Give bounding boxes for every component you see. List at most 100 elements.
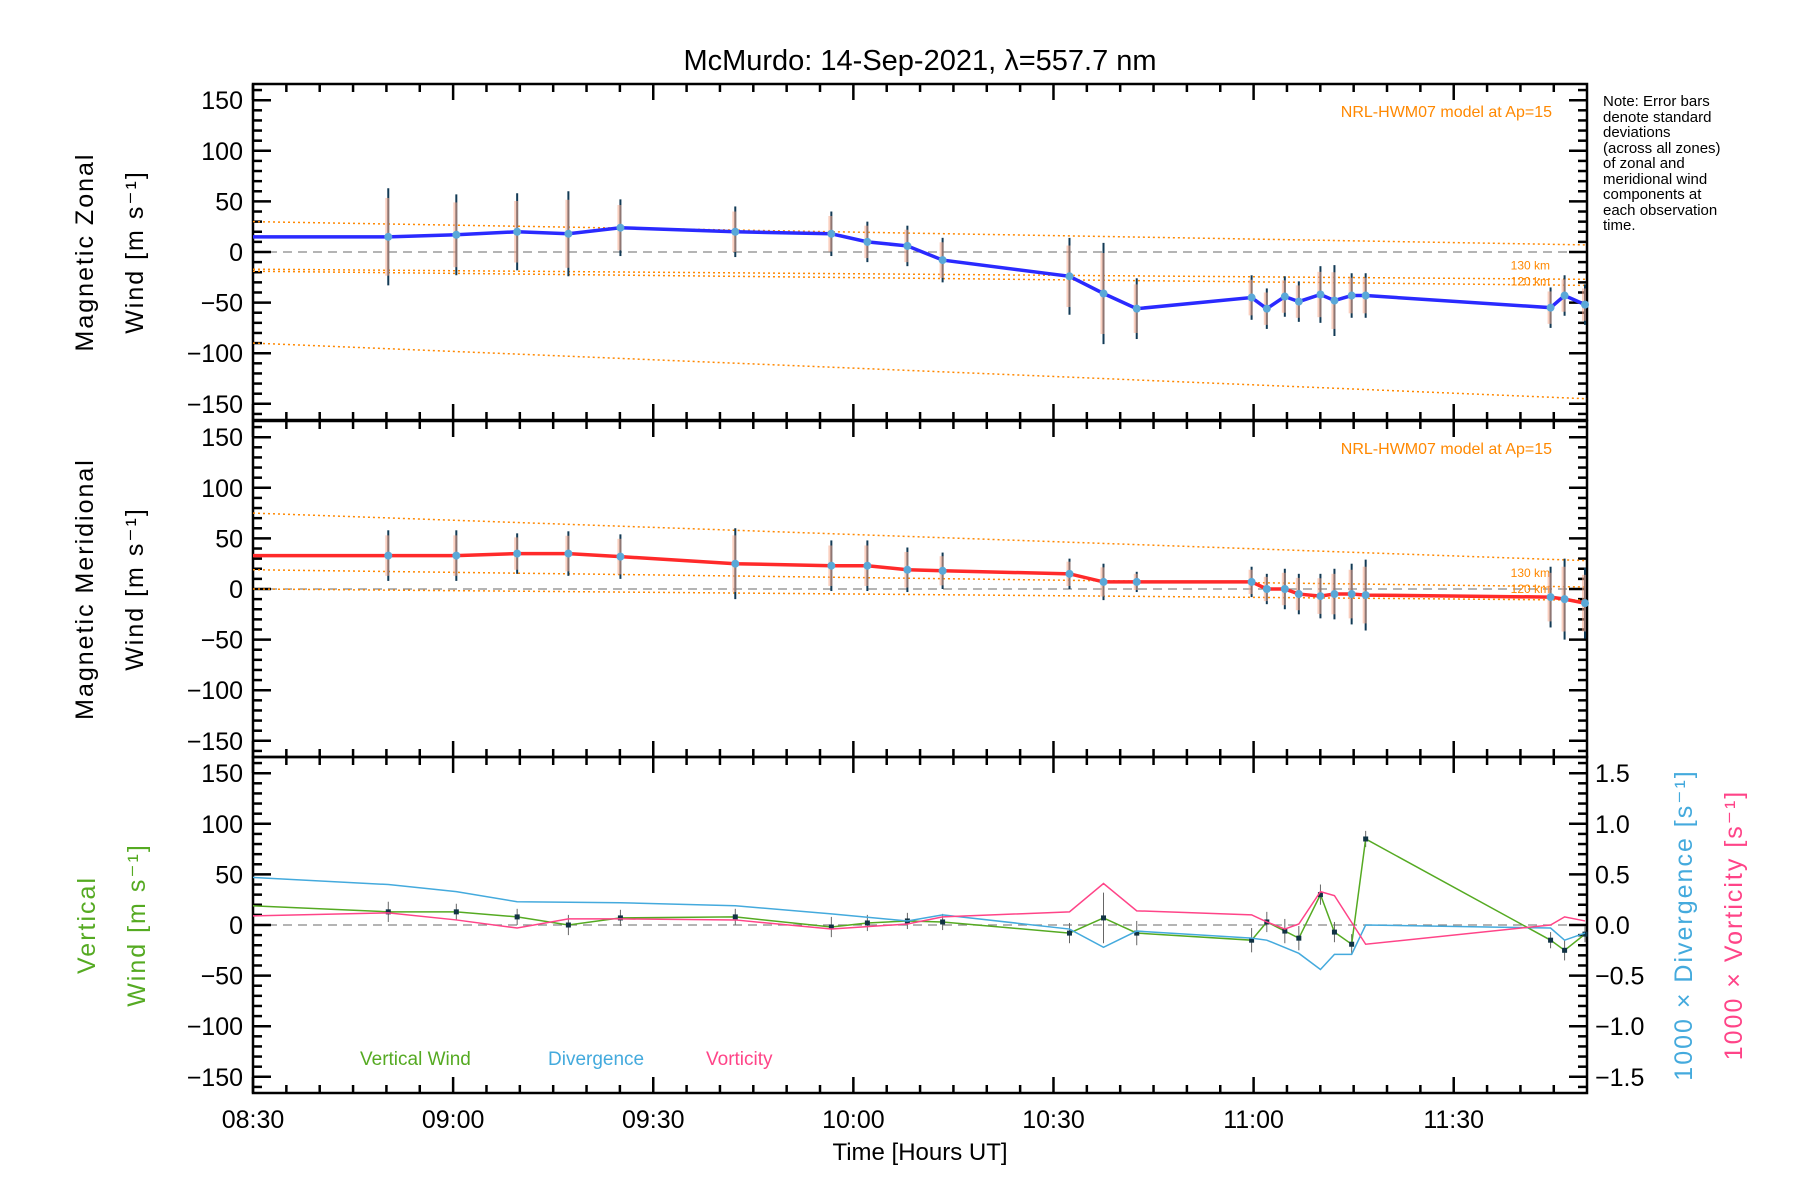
- y-tick-label: 50: [215, 861, 243, 889]
- y2-label-divergence: 1000 × Divergence [s⁻¹]: [1670, 769, 1698, 1080]
- x-axis-label: Time [Hours UT]: [832, 1139, 1007, 1166]
- legend-entry: Divergence: [548, 1049, 644, 1070]
- y-tick-label: 100: [201, 811, 243, 839]
- data-point: [1294, 297, 1303, 306]
- data-point: [1330, 296, 1339, 305]
- model-alt-label: 120 km: [1511, 582, 1550, 596]
- y2-tick-label: −1.5: [1595, 1064, 1644, 1092]
- y-tick-label: 0: [229, 576, 243, 604]
- data-point: [1560, 291, 1569, 300]
- y2-tick-label: −0.5: [1595, 963, 1644, 991]
- data-point: [1262, 585, 1271, 593]
- data-point: [1065, 272, 1074, 281]
- y-axis-label-line2: Wind [m s⁻¹]: [123, 843, 151, 1007]
- note-line: Note: Error bars: [1603, 93, 1710, 110]
- model-line: [252, 569, 1588, 588]
- data-point: [564, 549, 573, 558]
- data-point: [384, 232, 393, 241]
- data-point: [1296, 935, 1302, 941]
- data-point: [828, 924, 834, 930]
- model-line: [252, 220, 1588, 246]
- data-point: [1361, 291, 1370, 300]
- model-line: [252, 270, 1588, 287]
- legend-entry: Vorticity: [706, 1049, 773, 1070]
- data-point: [1330, 590, 1339, 599]
- x-tick-label: 09:00: [422, 1106, 485, 1134]
- data-point: [1349, 941, 1355, 947]
- y-tick-label: −50: [201, 290, 243, 318]
- data-point: [1262, 304, 1271, 313]
- y-axis-label-line2: Wind [m s⁻¹]: [121, 170, 149, 334]
- data-point: [1294, 590, 1303, 599]
- data-point: [1101, 915, 1107, 921]
- data-point: [1099, 577, 1108, 586]
- data-point: [513, 549, 522, 558]
- data-point: [1247, 577, 1256, 586]
- data-point: [617, 915, 623, 921]
- x-tick-label: 09:30: [622, 1106, 685, 1134]
- y-tick-label: 100: [201, 475, 243, 503]
- data-point: [1363, 836, 1369, 842]
- data-point: [1132, 304, 1141, 313]
- series-line-divergence: [252, 876, 1586, 971]
- data-point: [827, 561, 836, 570]
- y2-label-vorticity: 1000 × Vorticity [s⁻¹]: [1720, 790, 1748, 1061]
- data-point: [1347, 291, 1356, 300]
- y-tick-label: 100: [201, 138, 243, 166]
- data-point: [384, 551, 393, 560]
- data-point: [731, 227, 740, 236]
- data-point: [1546, 303, 1555, 312]
- y-tick-label: −100: [187, 340, 243, 368]
- y-axis-label-line1: Vertical: [73, 876, 101, 974]
- y-axis-label-line1: Magnetic Zonal: [71, 153, 99, 352]
- y-tick-label: 150: [201, 760, 243, 788]
- model-label: NRL-HWM07 model at Ap=15: [1341, 441, 1552, 458]
- data-point: [1582, 931, 1588, 937]
- y-tick-label: 150: [201, 424, 243, 452]
- data-point: [565, 922, 571, 928]
- data-point: [616, 223, 625, 232]
- data-point: [452, 551, 461, 560]
- chart-title: McMurdo: 14-Sep-2021, λ=557.7 nm: [683, 45, 1156, 77]
- panel-meridional: 150 100 50 0 −50 −100 −150 Magnetic Meridional W…: [71, 419, 1589, 759]
- data-point: [938, 256, 947, 265]
- data-point: [1249, 937, 1255, 943]
- data-point: [1282, 928, 1288, 934]
- series-line-vertical-wind: [252, 837, 1586, 952]
- data-point: [732, 914, 738, 920]
- data-point: [1361, 591, 1370, 600]
- y2-tick-label: 0.0: [1595, 912, 1630, 940]
- panel-vertical: 150 100 50 0 −50 −100 −150 Vertical Wind [m s⁻¹]…: [73, 755, 1748, 1134]
- y-tick-label: −150: [187, 728, 243, 756]
- y-tick-label: 0: [229, 912, 243, 940]
- note-line: of zonal and: [1603, 155, 1685, 172]
- y2-tick-label: 0.5: [1595, 861, 1630, 889]
- data-point: [864, 920, 870, 926]
- data-point: [1065, 569, 1074, 578]
- y-tick-label: 0: [229, 239, 243, 267]
- model-alt-label: 120 km: [1511, 274, 1550, 288]
- x-tick-label: 08:30: [222, 1106, 285, 1134]
- y-tick-label: −100: [187, 1013, 243, 1041]
- legend-entry: Vertical Wind: [360, 1049, 471, 1070]
- data-point: [564, 229, 573, 238]
- y-tick-label: −100: [187, 677, 243, 705]
- note-line: deviations: [1603, 124, 1671, 141]
- data-point: [827, 229, 836, 238]
- data-point: [1580, 300, 1589, 309]
- data-point: [1066, 930, 1072, 936]
- data-point: [1099, 289, 1108, 298]
- note-line: each observation: [1603, 201, 1718, 219]
- data-point: [1132, 577, 1141, 586]
- data-point: [1546, 593, 1555, 602]
- data-point: [1331, 929, 1337, 935]
- data-point: [616, 552, 625, 561]
- note-line: meridional wind: [1603, 170, 1708, 188]
- x-tick-label: 10:30: [1022, 1106, 1085, 1134]
- y2-tick-label: 1.5: [1595, 760, 1630, 788]
- error-bar-note: Note: Error bars denote standard deviati…: [1603, 94, 1793, 234]
- data-point: [1580, 599, 1589, 608]
- data-point: [1280, 292, 1289, 301]
- data-point: [1560, 595, 1569, 604]
